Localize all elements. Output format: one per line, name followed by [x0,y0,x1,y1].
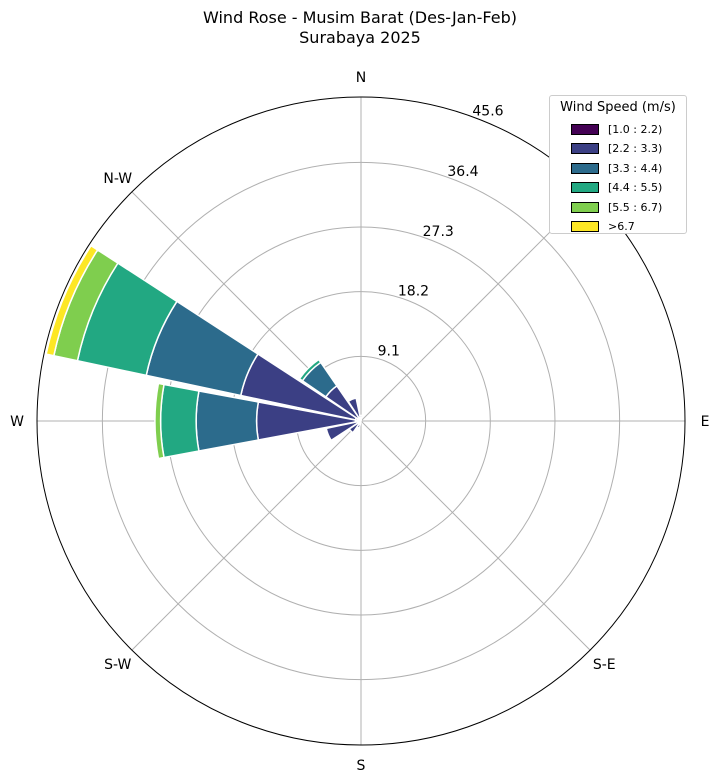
bar-dir0-bin2 [359,414,363,421]
labels-layer: 9.118.227.336.445.6NN-EES-ESS-WWN-W [10,70,709,774]
grid-spoke-6 [131,420,362,651]
direction-label-s-e: S-E [593,657,616,673]
bar-dir270-bin3 [195,390,260,452]
direction-label-s: S [357,758,366,774]
legend-item-6: >6.7 [571,220,635,234]
legend-swatch-6 [571,221,599,232]
radial-tick-label-4: 36.4 [447,164,478,180]
legend-label-2: [2.2 : 3.3) [608,142,663,155]
bar-dir315-bin4 [298,358,322,382]
grid-layer [37,97,685,745]
legend-swatch-3 [571,162,599,174]
legend-swatch-1 [571,123,599,135]
radial-tick-label-1: 9.1 [378,343,400,359]
legend-label-6: >6.7 [608,220,635,233]
bar-dir270-bin4 [159,383,200,459]
outer-boundary [36,96,686,746]
legend-title: Wind Speed (m/s) [560,100,676,115]
direction-label-n-w: N-W [103,171,132,187]
bars-layer [45,244,363,460]
chart-subtitle: Surabaya 2025 [299,28,421,47]
legend-label-3: [3.3 : 4.4) [608,161,663,175]
grid-spoke-4 [360,420,591,651]
legend-item-2: [2.2 : 3.3) [571,142,662,156]
direction-label-w: W [10,414,24,430]
legend-item-3: [3.3 : 4.4) [571,161,662,175]
legend-swatch-5 [571,201,599,213]
legend-item-4: [4.4 : 5.5) [571,181,662,195]
direction-label-e: E [701,414,710,430]
legend-label-5: [5.5 : 6.7) [608,200,663,214]
bar-dir270-bin5 [154,382,165,460]
bar-dir202_5-bin2 [356,421,362,429]
legend-swatch-2 [571,143,599,154]
legend-item-5: [5.5 : 6.7) [571,200,662,214]
legend-item-1: [1.0 : 2.2) [571,122,662,136]
legend: Wind Speed (m/s) [1.0 : 2.2) [2.2 : 3.3) [… [549,95,687,234]
radial-tick-label-3: 27.3 [423,224,454,240]
legend-label-1: [1.0 : 2.2) [608,122,663,136]
direction-label-s-w: S-W [104,657,131,673]
bar-dir292_5-bin6 [45,244,99,357]
chart-title: Wind Rose - Musim Barat (Des-Jan-Feb) [203,8,517,27]
legend-swatch-4 [571,182,599,193]
direction-label-n: N [356,70,366,86]
radial-tick-label-5: 45.6 [472,104,503,120]
radial-tick-label-2: 18.2 [398,284,429,300]
legend-label-4: [4.4 : 5.5) [608,181,663,194]
